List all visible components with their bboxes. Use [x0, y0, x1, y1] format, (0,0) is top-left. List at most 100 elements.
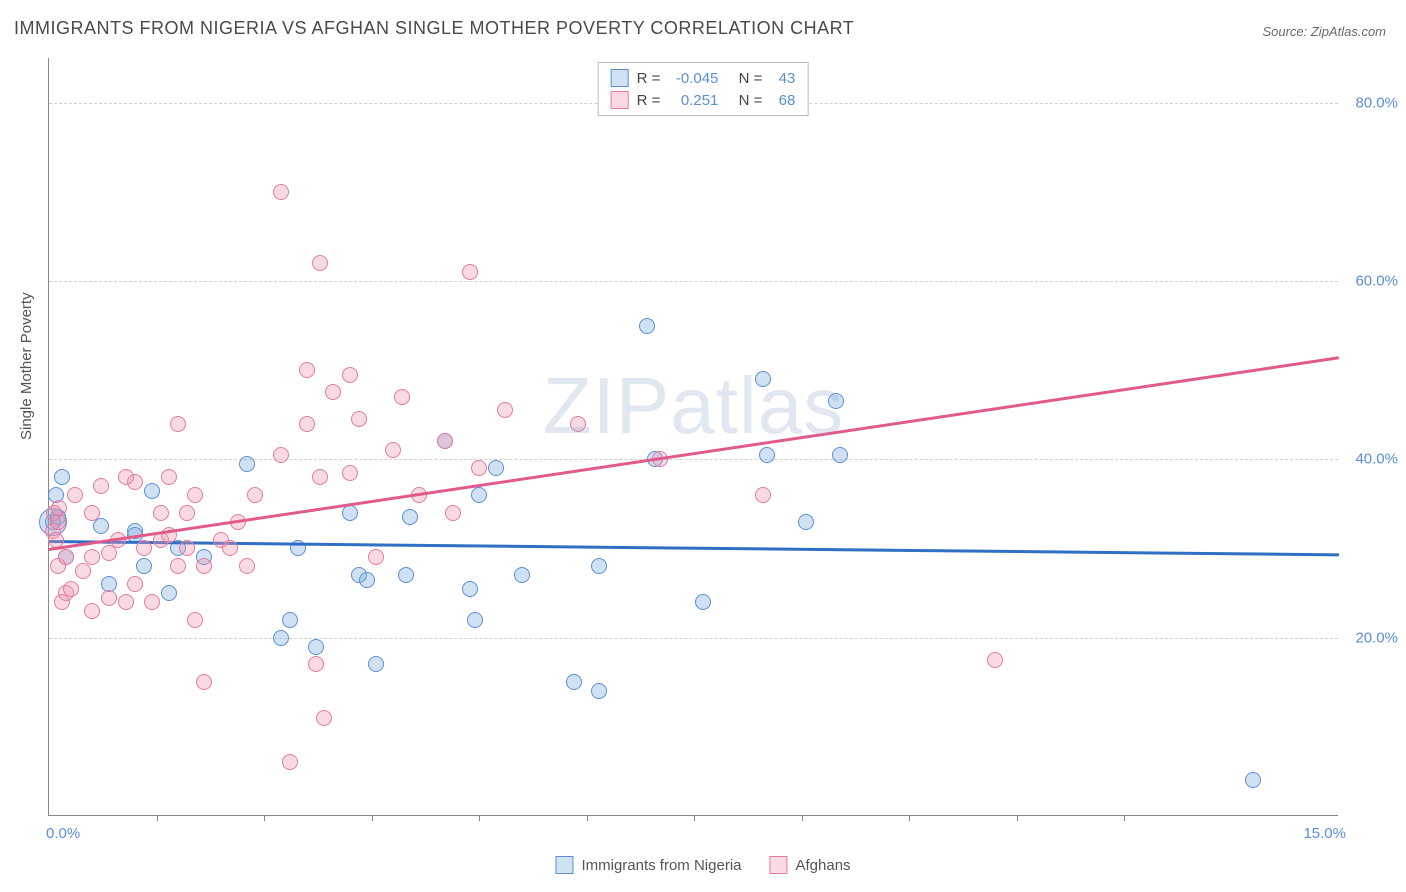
legend-bottom-label-1: Afghans [796, 857, 851, 874]
legend-bottom-swatch-0 [555, 856, 573, 874]
scatter-point [308, 639, 324, 655]
scatter-point [342, 465, 358, 481]
legend-swatch-1 [611, 91, 629, 109]
plot-area: ZIPatlas 20.0%40.0%60.0%80.0% [48, 58, 1338, 816]
scatter-point [570, 416, 586, 432]
scatter-point [282, 612, 298, 628]
scatter-point [196, 558, 212, 574]
scatter-point [312, 469, 328, 485]
scatter-point [54, 469, 70, 485]
chart-container: IMMIGRANTS FROM NIGERIA VS AFGHAN SINGLE… [0, 0, 1406, 892]
y-tick-label: 80.0% [1343, 94, 1398, 111]
scatter-point [488, 460, 504, 476]
scatter-point [398, 567, 414, 583]
scatter-point [832, 447, 848, 463]
scatter-point [342, 505, 358, 521]
scatter-point [445, 505, 461, 521]
x-tick [372, 815, 373, 821]
scatter-point [828, 393, 844, 409]
scatter-point [136, 558, 152, 574]
scatter-point [187, 612, 203, 628]
scatter-point [368, 656, 384, 672]
scatter-point [84, 505, 100, 521]
y-axis-label: Single Mother Poverty [18, 292, 35, 440]
scatter-point [299, 416, 315, 432]
x-tick [157, 815, 158, 821]
scatter-point [591, 683, 607, 699]
scatter-point [239, 558, 255, 574]
scatter-point [316, 710, 332, 726]
x-tick [802, 815, 803, 821]
x-tick [587, 815, 588, 821]
scatter-point [282, 754, 298, 770]
legend-bottom-item-0: Immigrants from Nigeria [555, 856, 741, 874]
r-label-1: R = [637, 92, 661, 109]
scatter-point [127, 474, 143, 490]
scatter-point [566, 674, 582, 690]
scatter-point [755, 487, 771, 503]
scatter-point [170, 558, 186, 574]
legend-bottom-swatch-1 [770, 856, 788, 874]
scatter-point [591, 558, 607, 574]
scatter-point [394, 389, 410, 405]
legend-swatch-0 [611, 69, 629, 87]
scatter-point [179, 505, 195, 521]
scatter-point [462, 581, 478, 597]
scatter-point [196, 674, 212, 690]
scatter-point [342, 367, 358, 383]
scatter-point [359, 572, 375, 588]
r-value-0: -0.045 [668, 70, 718, 87]
chart-title: IMMIGRANTS FROM NIGERIA VS AFGHAN SINGLE… [14, 18, 854, 39]
scatter-point [144, 594, 160, 610]
y-tick-label: 40.0% [1343, 451, 1398, 468]
scatter-point [1245, 772, 1261, 788]
scatter-point [497, 402, 513, 418]
scatter-point [308, 656, 324, 672]
scatter-point [987, 652, 1003, 668]
legend-stats-box: R = -0.045 N = 43 R = 0.251 N = 68 [598, 62, 809, 116]
legend-stats-row-1: R = 0.251 N = 68 [611, 89, 796, 111]
scatter-point [467, 612, 483, 628]
y-tick-label: 20.0% [1343, 629, 1398, 646]
x-tick [694, 815, 695, 821]
n-label-1: N = [739, 92, 763, 109]
scatter-point [273, 184, 289, 200]
scatter-point [471, 460, 487, 476]
r-label-0: R = [637, 70, 661, 87]
x-tick [264, 815, 265, 821]
trendline [49, 540, 1339, 556]
scatter-point [325, 384, 341, 400]
scatter-point [101, 545, 117, 561]
scatter-point [695, 594, 711, 610]
scatter-point [247, 487, 263, 503]
x-tick [1124, 815, 1125, 821]
legend-stats-row-0: R = -0.045 N = 43 [611, 67, 796, 89]
scatter-point [179, 540, 195, 556]
trendline [49, 357, 1339, 552]
scatter-point [402, 509, 418, 525]
scatter-point [51, 500, 67, 516]
x-min-label: 0.0% [46, 825, 80, 842]
scatter-point [514, 567, 530, 583]
legend-bottom-label-0: Immigrants from Nigeria [581, 857, 741, 874]
scatter-point [101, 590, 117, 606]
x-tick [479, 815, 480, 821]
n-value-0: 43 [770, 70, 795, 87]
scatter-point [67, 487, 83, 503]
scatter-point [58, 549, 74, 565]
scatter-point [84, 603, 100, 619]
scatter-point [755, 371, 771, 387]
scatter-point [351, 411, 367, 427]
scatter-point [93, 518, 109, 534]
n-value-1: 68 [770, 92, 795, 109]
scatter-point [462, 264, 478, 280]
scatter-point [153, 505, 169, 521]
scatter-point [437, 433, 453, 449]
n-label-0: N = [739, 70, 763, 87]
scatter-point [312, 255, 328, 271]
scatter-point [127, 576, 143, 592]
scatter-point [136, 540, 152, 556]
legend-bottom-item-1: Afghans [770, 856, 851, 874]
scatter-point [471, 487, 487, 503]
scatter-point [161, 469, 177, 485]
